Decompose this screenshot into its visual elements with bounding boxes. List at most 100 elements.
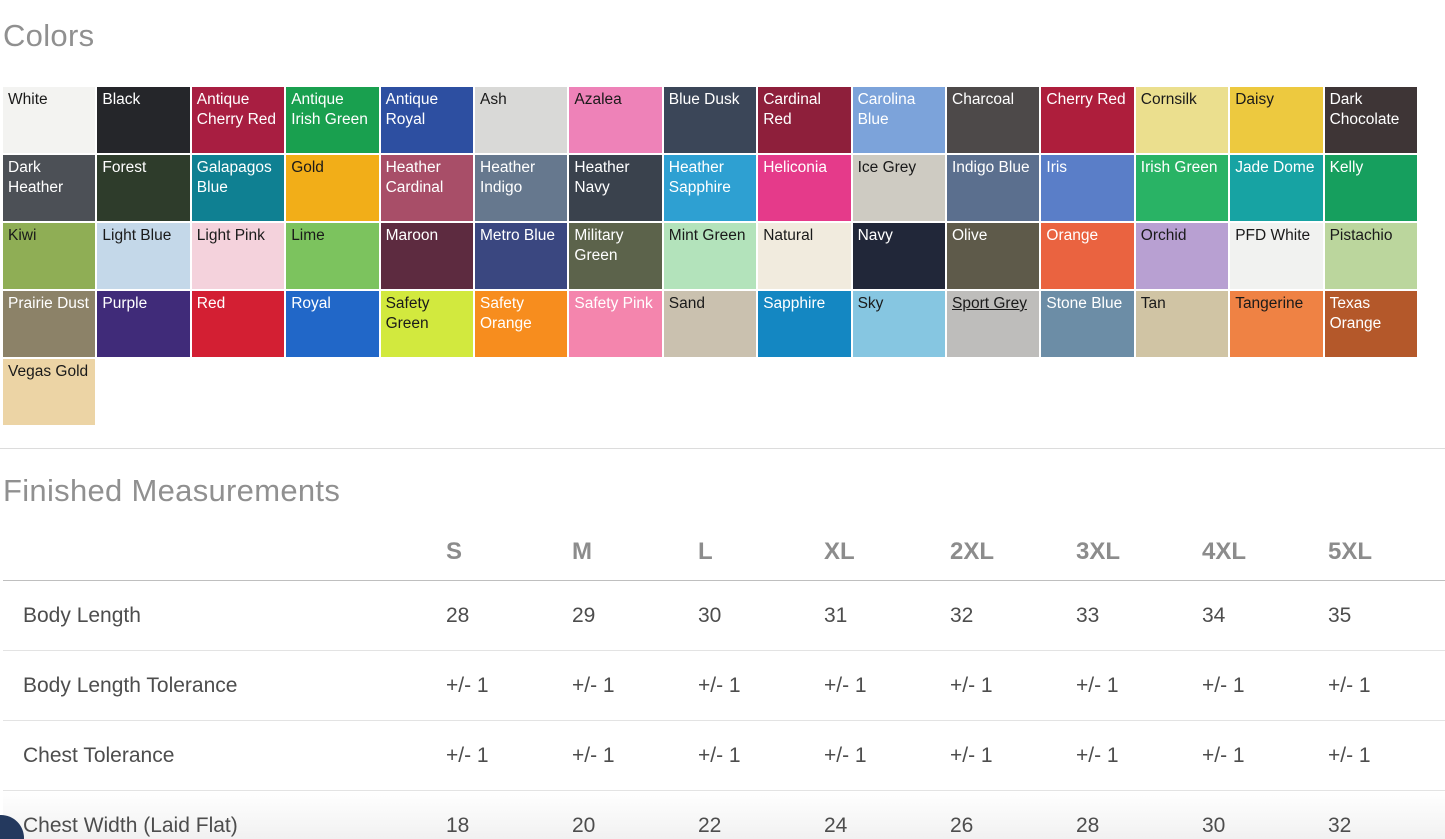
table-cell: +/- 1: [1328, 743, 1371, 767]
color-swatch-safety-green[interactable]: Safety Green: [380, 291, 473, 357]
color-swatch-pfd-white[interactable]: PFD White: [1230, 223, 1323, 289]
color-swatch-sport-grey[interactable]: Sport Grey: [947, 291, 1040, 357]
color-swatch-label: Texas Orange: [1329, 295, 1382, 333]
color-swatch-gold[interactable]: Gold: [286, 155, 379, 221]
color-swatch-sky[interactable]: Sky: [852, 291, 945, 357]
color-swatch-safety-pink[interactable]: Safety Pink: [569, 291, 662, 357]
color-swatch-label: Heather Navy: [574, 159, 630, 197]
color-swatch-cardinal-red[interactable]: Cardinal Red: [758, 87, 851, 153]
color-swatch-label: Daisy: [1235, 91, 1274, 108]
color-swatch-maroon[interactable]: Maroon: [380, 223, 473, 289]
table-cell: 33: [1076, 603, 1100, 627]
color-swatch-irish-green[interactable]: Irish Green: [1135, 155, 1229, 221]
color-swatch-royal[interactable]: Royal: [286, 291, 379, 357]
color-swatch-dark-heather[interactable]: Dark Heather: [3, 155, 96, 221]
color-swatch-heather-navy[interactable]: Heather Navy: [569, 155, 662, 221]
color-swatch-label: Kelly: [1329, 159, 1364, 176]
color-swatch-label: Tan: [1140, 295, 1166, 312]
color-swatch-lime[interactable]: Lime: [286, 223, 379, 289]
color-swatch-label: Ash: [480, 91, 507, 108]
color-swatch-label: Royal: [291, 295, 331, 312]
color-swatch-heliconia[interactable]: Heliconia: [758, 155, 851, 221]
color-swatch-iris[interactable]: Iris: [1041, 155, 1134, 221]
colors-section: Colors White Black Antique Cherry Red Antiq…: [3, 18, 1417, 425]
color-swatch-carolina-blue[interactable]: Carolina Blue: [852, 87, 945, 153]
color-swatch-forest[interactable]: Forest: [97, 155, 190, 221]
color-swatch-safety-orange[interactable]: Safety Orange: [475, 291, 568, 357]
color-swatch-heather-sapphire[interactable]: Heather Sapphire: [663, 155, 757, 221]
table-cell: +/- 1: [950, 743, 993, 767]
color-swatch-stone-blue[interactable]: Stone Blue: [1041, 291, 1134, 357]
color-swatch-tangerine[interactable]: Tangerine: [1230, 291, 1323, 357]
color-swatch-dark-chocolate[interactable]: Dark Chocolate: [1324, 87, 1417, 153]
color-swatch-label: Safety Orange: [480, 295, 532, 333]
color-swatch-label: Sky: [857, 295, 884, 312]
color-swatch-label: Purple: [102, 295, 148, 312]
color-swatch-ash[interactable]: Ash: [475, 87, 568, 153]
color-swatch-pistachio[interactable]: Pistachio: [1324, 223, 1417, 289]
color-swatch-label: Lime: [291, 227, 325, 244]
row-label: Chest Width (Laid Flat): [23, 814, 238, 837]
color-swatch-purple[interactable]: Purple: [97, 291, 190, 357]
size-column-header: S: [446, 537, 463, 565]
color-swatch-label: Mint Green: [668, 227, 746, 244]
color-swatch-ice-grey[interactable]: Ice Grey: [852, 155, 945, 221]
color-swatch-tan[interactable]: Tan: [1135, 291, 1229, 357]
color-swatch-indigo-blue[interactable]: Indigo Blue: [947, 155, 1040, 221]
color-swatch-kiwi[interactable]: Kiwi: [3, 223, 96, 289]
color-swatch-kelly[interactable]: Kelly: [1324, 155, 1417, 221]
color-swatch-prairie-dust[interactable]: Prairie Dust: [3, 291, 96, 357]
table-cell: 30: [1202, 814, 1226, 837]
table-cell: 29: [572, 603, 596, 627]
color-swatch-label: Ice Grey: [857, 159, 917, 176]
color-swatch-label: Azalea: [574, 91, 622, 108]
color-swatch-blue-dusk[interactable]: Blue Dusk: [663, 87, 757, 153]
color-swatch-orchid[interactable]: Orchid: [1135, 223, 1229, 289]
color-swatch-daisy[interactable]: Daisy: [1230, 87, 1323, 153]
color-swatch-label: Indigo Blue: [952, 159, 1030, 176]
color-swatch-antique-cherry-red[interactable]: Antique Cherry Red: [191, 87, 285, 153]
color-swatch-label: Antique Cherry Red: [196, 91, 277, 129]
color-swatch-light-blue[interactable]: Light Blue: [97, 223, 190, 289]
color-swatch-texas-orange[interactable]: Texas Orange: [1324, 291, 1417, 357]
color-swatch-mint-green[interactable]: Mint Green: [663, 223, 757, 289]
color-swatch-antique-irish-green[interactable]: Antique Irish Green: [286, 87, 379, 153]
color-swatch-label: PFD White: [1235, 227, 1311, 244]
color-swatch-charcoal[interactable]: Charcoal: [947, 87, 1040, 153]
color-swatch-azalea[interactable]: Azalea: [569, 87, 662, 153]
color-swatch-cornsilk[interactable]: Cornsilk: [1135, 87, 1229, 153]
color-swatch-vegas-gold[interactable]: Vegas Gold: [3, 359, 96, 425]
color-swatch-cherry-red[interactable]: Cherry Red: [1041, 87, 1134, 153]
color-swatch-sand[interactable]: Sand: [663, 291, 757, 357]
color-swatch-metro-blue[interactable]: Metro Blue: [475, 223, 568, 289]
color-swatch-label: Dark Chocolate: [1329, 91, 1400, 129]
table-cell: 30: [698, 603, 722, 627]
color-swatch-heather-indigo[interactable]: Heather Indigo: [475, 155, 568, 221]
color-swatch-label: Safety Pink: [574, 295, 653, 312]
color-swatch-label: Blue Dusk: [668, 91, 740, 108]
color-swatch-natural[interactable]: Natural: [758, 223, 851, 289]
color-swatch-label: Maroon: [385, 227, 439, 244]
color-swatch-military-green[interactable]: Military Green: [569, 223, 662, 289]
color-swatch-sapphire[interactable]: Sapphire: [758, 291, 851, 357]
measurements-table: S M L XL 2XL 3XL 4XL 5XL Body Length 28 29 30 31 32 3…: [3, 523, 1445, 839]
color-swatch-galapagos-blue[interactable]: Galapagos Blue: [191, 155, 285, 221]
color-swatch-orange[interactable]: Orange: [1041, 223, 1134, 289]
color-swatch-label: Irish Green: [1140, 159, 1218, 176]
color-swatch-jade-dome[interactable]: Jade Dome: [1230, 155, 1323, 221]
color-swatch-label: Forest: [102, 159, 147, 176]
color-swatch-antique-royal[interactable]: Antique Royal: [380, 87, 473, 153]
color-swatch-label: Pistachio: [1329, 227, 1393, 244]
color-swatch-black[interactable]: Black: [97, 87, 190, 153]
color-swatch-olive[interactable]: Olive: [947, 223, 1040, 289]
color-swatch-label: Orchid: [1140, 227, 1187, 244]
table-cell: 28: [1076, 814, 1100, 837]
color-swatch-white[interactable]: White: [3, 87, 96, 153]
color-swatch-red[interactable]: Red: [191, 291, 285, 357]
color-swatch-light-pink[interactable]: Light Pink: [191, 223, 285, 289]
color-swatch-heather-cardinal[interactable]: Heather Cardinal: [380, 155, 473, 221]
color-swatch-label: Heather Indigo: [480, 159, 536, 197]
color-swatch-navy[interactable]: Navy: [852, 223, 945, 289]
table-cell: +/- 1: [572, 673, 615, 697]
size-column-header: 5XL: [1328, 537, 1373, 565]
